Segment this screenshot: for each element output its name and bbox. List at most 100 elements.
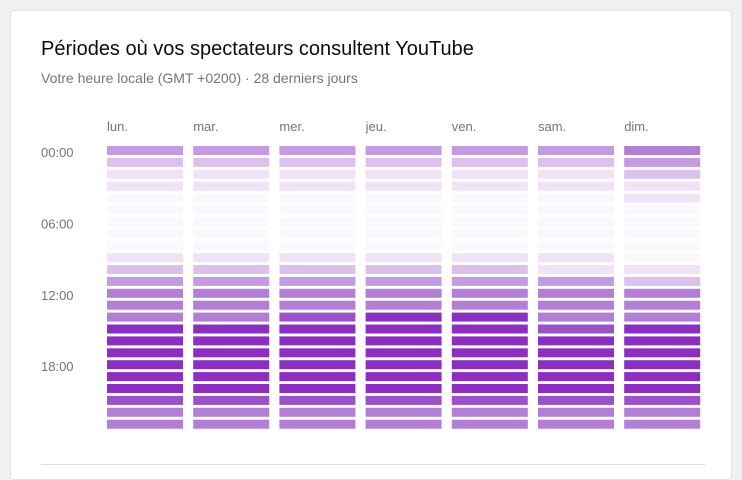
heatmap-cell[interactable] [538, 360, 614, 370]
heatmap-cell[interactable] [451, 217, 528, 227]
heatmap-cell[interactable] [365, 324, 442, 334]
heatmap-cell[interactable] [279, 193, 356, 203]
heatmap-cell[interactable] [193, 146, 270, 155]
heatmap-cell[interactable] [279, 360, 356, 370]
heatmap-cell[interactable] [279, 181, 356, 191]
heatmap-cell[interactable] [538, 217, 614, 227]
heatmap-cell[interactable] [624, 169, 701, 179]
heatmap-cell[interactable] [451, 229, 528, 239]
heatmap-cell[interactable] [538, 395, 614, 405]
heatmap-cell[interactable] [193, 276, 270, 286]
heatmap-cell[interactable] [451, 395, 528, 405]
heatmap-cell[interactable] [193, 312, 270, 322]
heatmap-cell[interactable] [624, 336, 701, 346]
heatmap-cell[interactable] [538, 288, 614, 298]
heatmap-cell[interactable] [107, 169, 183, 179]
heatmap-cell[interactable] [624, 407, 701, 417]
heatmap-cell[interactable] [107, 288, 183, 298]
heatmap-cell[interactable] [365, 407, 442, 417]
heatmap-cell[interactable] [365, 205, 442, 215]
heatmap-cell[interactable] [538, 276, 614, 286]
heatmap-cell[interactable] [107, 336, 183, 346]
heatmap-cell[interactable] [451, 312, 528, 322]
heatmap-cell[interactable] [107, 229, 183, 239]
heatmap-cell[interactable] [538, 265, 614, 274]
heatmap-cell[interactable] [193, 324, 270, 334]
heatmap-cell[interactable] [107, 181, 183, 191]
heatmap-cell[interactable] [624, 312, 701, 322]
heatmap-cell[interactable] [279, 348, 356, 358]
heatmap-cell[interactable] [193, 157, 270, 167]
heatmap-cell[interactable] [193, 229, 270, 239]
heatmap-cell[interactable] [279, 253, 356, 263]
heatmap-cell[interactable] [451, 336, 528, 346]
heatmap-cell[interactable] [365, 360, 442, 370]
heatmap-cell[interactable] [538, 407, 614, 417]
heatmap-cell[interactable] [279, 276, 356, 286]
heatmap-cell[interactable] [365, 395, 442, 405]
heatmap-cell[interactable] [365, 348, 442, 358]
heatmap-cell[interactable] [193, 253, 270, 263]
heatmap-cell[interactable] [107, 384, 183, 393]
heatmap-cell[interactable] [624, 360, 701, 370]
heatmap-cell[interactable] [279, 336, 356, 346]
heatmap-cell[interactable] [365, 419, 442, 429]
heatmap-cell[interactable] [365, 300, 442, 310]
heatmap-cell[interactable] [107, 419, 183, 429]
heatmap-cell[interactable] [193, 300, 270, 310]
heatmap-cell[interactable] [624, 300, 701, 310]
heatmap-cell[interactable] [451, 241, 528, 251]
heatmap-cell[interactable] [107, 253, 183, 263]
heatmap-cell[interactable] [538, 384, 614, 393]
heatmap-cell[interactable] [193, 193, 270, 203]
heatmap-cell[interactable] [624, 157, 701, 167]
heatmap-cell[interactable] [107, 407, 183, 417]
heatmap-cell[interactable] [538, 193, 614, 203]
heatmap-cell[interactable] [365, 241, 442, 251]
heatmap-cell[interactable] [538, 169, 614, 179]
heatmap-cell[interactable] [451, 253, 528, 263]
heatmap-cell[interactable] [624, 146, 701, 155]
heatmap-cell[interactable] [624, 395, 701, 405]
heatmap-cell[interactable] [279, 407, 356, 417]
heatmap-cell[interactable] [624, 276, 701, 286]
heatmap-cell[interactable] [451, 324, 528, 334]
heatmap-cell[interactable] [365, 169, 442, 179]
heatmap-cell[interactable] [365, 253, 442, 263]
heatmap-cell[interactable] [538, 300, 614, 310]
heatmap-cell[interactable] [624, 241, 701, 251]
heatmap-cell[interactable] [451, 300, 528, 310]
heatmap-cell[interactable] [279, 288, 356, 298]
heatmap-cell[interactable] [107, 205, 183, 215]
heatmap-cell[interactable] [279, 146, 356, 155]
heatmap-cell[interactable] [538, 312, 614, 322]
heatmap-cell[interactable] [624, 265, 701, 274]
heatmap-cell[interactable] [107, 395, 183, 405]
heatmap-cell[interactable] [193, 419, 270, 429]
heatmap-cell[interactable] [193, 288, 270, 298]
heatmap-cell[interactable] [538, 157, 614, 167]
heatmap-cell[interactable] [538, 253, 614, 263]
heatmap-cell[interactable] [193, 205, 270, 215]
heatmap-cell[interactable] [279, 205, 356, 215]
heatmap-cell[interactable] [107, 157, 183, 167]
heatmap-cell[interactable] [193, 217, 270, 227]
heatmap-cell[interactable] [451, 265, 528, 274]
heatmap-cell[interactable] [279, 157, 356, 167]
heatmap-cell[interactable] [193, 384, 270, 393]
heatmap-cell[interactable] [107, 324, 183, 334]
heatmap-cell[interactable] [279, 419, 356, 429]
heatmap-cell[interactable] [279, 384, 356, 393]
heatmap-cell[interactable] [624, 229, 701, 239]
heatmap-cell[interactable] [365, 217, 442, 227]
heatmap-cell[interactable] [451, 205, 528, 215]
heatmap-cell[interactable] [365, 193, 442, 203]
heatmap-cell[interactable] [193, 372, 270, 382]
heatmap-cell[interactable] [624, 419, 701, 429]
heatmap-cell[interactable] [193, 336, 270, 346]
heatmap-cell[interactable] [193, 265, 270, 274]
heatmap-cell[interactable] [107, 300, 183, 310]
heatmap-cell[interactable] [451, 348, 528, 358]
heatmap-cell[interactable] [624, 217, 701, 227]
heatmap-cell[interactable] [107, 312, 183, 322]
